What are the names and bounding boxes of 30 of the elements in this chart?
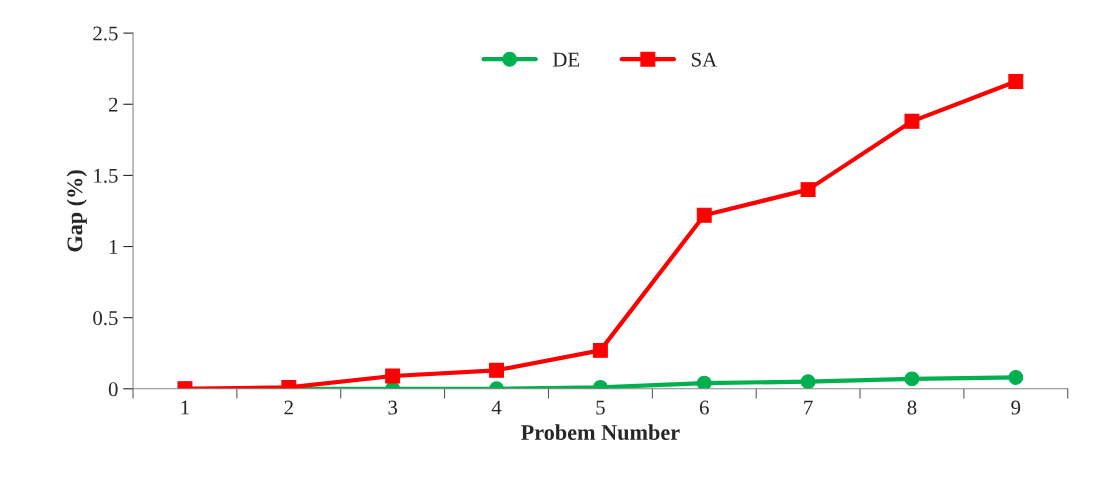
- x-tick-label: 3: [388, 400, 398, 415]
- point: [696, 207, 712, 223]
- point: [904, 113, 920, 129]
- point: [592, 342, 608, 358]
- x-tick-label: 5: [596, 400, 605, 415]
- point: [800, 182, 816, 198]
- x-tick-label: 7: [804, 400, 813, 415]
- point: [904, 371, 920, 387]
- x-tick-label: 4: [491, 400, 502, 415]
- legend-label: SA: [691, 52, 718, 67]
- legend-label: DE: [552, 52, 580, 67]
- x-tick-label: 1: [181, 400, 189, 415]
- x-axis-title: Probem Number: [521, 424, 680, 441]
- y-tick-label: 0: [108, 382, 118, 397]
- point: [385, 368, 401, 384]
- x-tick-label: 9: [1011, 400, 1021, 415]
- y-tick-label: 1.5: [94, 168, 118, 183]
- y-tick-label: 0.5: [93, 311, 118, 326]
- y-axis-title: Gap (%): [66, 170, 87, 252]
- y-tick-label: 2.5: [93, 26, 118, 41]
- point: [1008, 369, 1024, 385]
- point: [1008, 74, 1024, 89]
- x-tick-label: 8: [907, 400, 917, 415]
- y-tick-label: 2: [108, 97, 118, 112]
- point: [489, 362, 504, 378]
- point: [800, 374, 816, 389]
- x-tick-label: 6: [699, 400, 709, 415]
- x-tick-label: 2: [284, 400, 293, 415]
- y-tick-label: 1: [109, 240, 118, 254]
- point: [696, 375, 712, 389]
